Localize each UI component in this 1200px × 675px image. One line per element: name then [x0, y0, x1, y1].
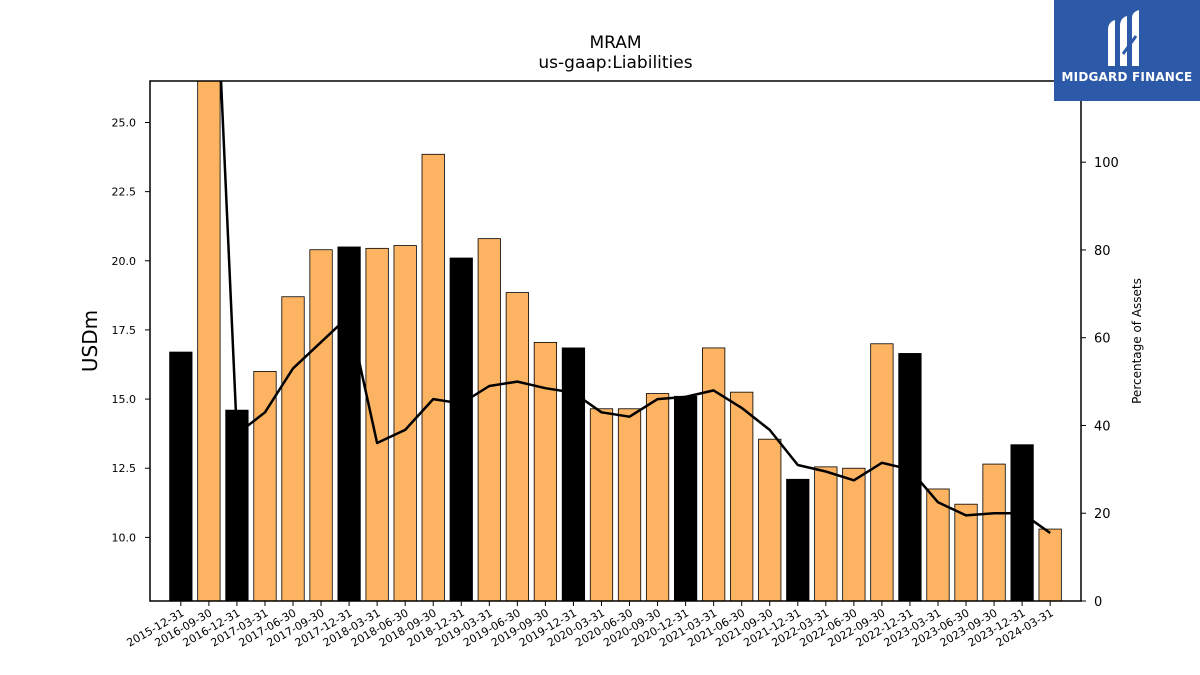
pct-assets-line: [219, 81, 1051, 535]
bar-2019-03-31: [477, 238, 501, 601]
bar-2020-09-30: [645, 393, 670, 601]
midgard-logo-icon: [1108, 10, 1139, 66]
bar-2022-12-31: [898, 353, 922, 601]
y-tick-label: 17.5: [112, 324, 137, 337]
y-tick-label: 10.0: [112, 531, 137, 544]
bar-2023-09-30: [982, 463, 1006, 601]
y2-axis-label: Percentage of Assets: [1130, 278, 1144, 404]
bar-2016-12-31: [225, 409, 249, 601]
bar-2023-12-31: [1010, 444, 1034, 601]
bar-2021-03-31: [702, 347, 726, 601]
y2-tick-label: 80: [1094, 244, 1111, 259]
y2-tick-label: 20: [1094, 507, 1111, 522]
bar-2020-06-30: [617, 408, 642, 601]
bar-2021-09-30: [758, 438, 782, 601]
bar-2021-06-30: [730, 391, 754, 601]
bar-2018-12-31: [449, 257, 473, 601]
y2-tick-label: 0: [1094, 595, 1102, 610]
bar-2020-12-31: [673, 395, 698, 601]
bar-2018-03-31: [365, 247, 389, 601]
chart-title: MRAM: [589, 33, 642, 53]
bar-2024-03-31: [1038, 528, 1062, 601]
y-tick-label: 12.5: [112, 462, 137, 475]
line-layer: [219, 81, 1051, 535]
bar-2017-03-31: [253, 371, 277, 601]
bar-2017-12-31: [337, 246, 361, 601]
bars-layer: [169, 81, 1062, 601]
logo-text: MIDGARD FINANCE: [1061, 70, 1193, 84]
y-axis-label: USDm: [78, 310, 102, 372]
y-tick-label: 25.0: [112, 116, 137, 129]
chart-subtitle: us-gaap:Liabilities: [538, 53, 693, 73]
bar-2015-12-31: [169, 351, 193, 601]
plot-frame: [149, 80, 1082, 602]
bar-2016-09-30: [197, 81, 221, 601]
bar-2017-06-30: [281, 296, 305, 601]
bar-2022-09-30: [870, 343, 894, 601]
bar-2018-09-30: [421, 153, 445, 601]
y2-tick-label: 60: [1094, 332, 1111, 347]
bar-2019-09-30: [533, 341, 558, 601]
bar-2023-06-30: [954, 503, 978, 601]
bar-2021-12-31: [786, 478, 810, 601]
y-tick-label: 15.0: [112, 393, 137, 406]
bar-2019-12-31: [561, 347, 586, 601]
midgard-finance-logo: MIDGARD FINANCE: [1054, 0, 1200, 101]
axes-layer: [149, 80, 1082, 602]
bar-2020-03-31: [589, 408, 614, 601]
bar-2022-03-31: [814, 466, 838, 601]
bar-2023-03-31: [926, 488, 950, 601]
bar-2022-06-30: [842, 467, 866, 601]
bar-2018-06-30: [393, 245, 417, 601]
y-tick-label: 22.5: [112, 186, 137, 199]
bar-2017-09-30: [309, 249, 333, 601]
bar-2019-06-30: [505, 292, 529, 601]
y2-tick-label: 40: [1094, 419, 1111, 434]
y-tick-label: 20.0: [112, 255, 137, 268]
y2-tick-label: 100: [1094, 156, 1119, 171]
